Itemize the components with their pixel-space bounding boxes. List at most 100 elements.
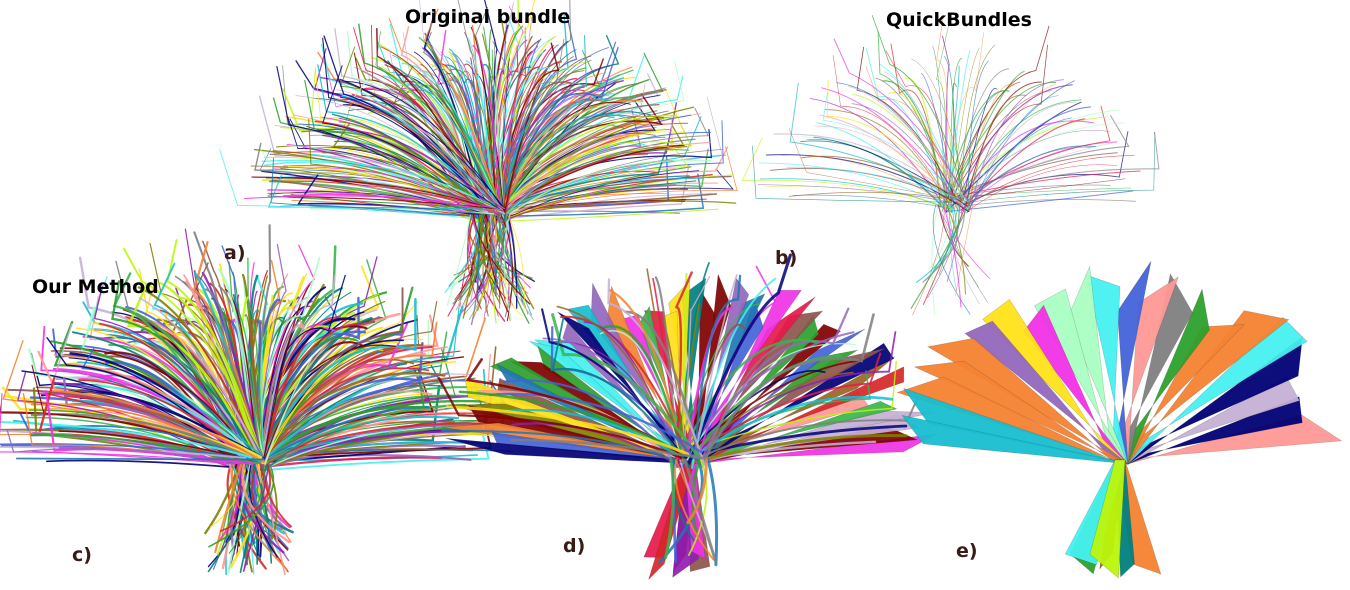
streamline — [232, 464, 255, 575]
streamline — [261, 159, 504, 213]
streamline — [963, 117, 1073, 211]
streamline — [960, 155, 1135, 211]
streamline — [674, 459, 715, 561]
streamline — [551, 316, 692, 469]
streamline — [0, 402, 246, 464]
streamline — [960, 84, 1015, 210]
panel-our-method-ribbons — [438, 253, 938, 580]
streamline — [261, 283, 311, 471]
streamline — [341, 95, 497, 208]
streamline — [956, 141, 1117, 199]
streamline — [389, 50, 490, 217]
panel-label-c: c) — [72, 544, 92, 566]
streamline — [965, 101, 1077, 208]
streamline — [317, 64, 487, 210]
streamline — [495, 109, 642, 221]
streamline — [965, 81, 1042, 205]
streamline — [832, 55, 947, 198]
panel-our-method-streamlines — [0, 224, 517, 576]
streamline — [937, 204, 988, 303]
streamline — [788, 128, 963, 202]
streamline — [279, 204, 498, 217]
streamline — [848, 85, 968, 203]
streamline — [468, 214, 483, 297]
streamline — [481, 33, 506, 219]
panel-label-b: b) — [775, 247, 798, 269]
streamline — [884, 71, 961, 210]
streamline — [936, 20, 950, 209]
title-our-method: Our Method — [32, 276, 159, 298]
streamline — [499, 78, 650, 213]
streamline — [911, 58, 970, 210]
streamline — [752, 145, 953, 203]
streamline — [967, 60, 989, 203]
streamline — [786, 166, 960, 199]
panel-original-bundle — [219, 0, 738, 326]
streamline — [501, 174, 735, 221]
streamline — [507, 214, 525, 311]
streamline — [428, 63, 499, 208]
streamline — [499, 35, 587, 214]
title-quickbundles: QuickBundles — [886, 9, 1032, 31]
streamline — [955, 204, 973, 296]
streamline — [967, 94, 1027, 211]
streamline — [267, 195, 484, 209]
streamline — [949, 204, 957, 292]
streamline — [931, 204, 939, 315]
streamline — [507, 214, 518, 309]
streamline — [445, 77, 499, 208]
streamline — [851, 103, 963, 202]
streamline — [871, 15, 966, 198]
title-original-bundle: Original bundle — [405, 6, 571, 28]
streamline — [951, 105, 1111, 207]
streamline — [689, 395, 920, 463]
streamline — [260, 464, 292, 528]
streamline — [93, 285, 253, 461]
streamline — [71, 331, 250, 463]
streamline — [219, 149, 499, 222]
streamline — [31, 450, 264, 467]
streamline — [493, 144, 685, 216]
streamline — [686, 253, 792, 469]
streamline — [951, 47, 980, 202]
streamline — [255, 464, 286, 576]
streamline — [253, 148, 497, 217]
streamline — [489, 214, 501, 278]
streamline — [228, 464, 266, 554]
streamline — [969, 164, 1118, 210]
streamline — [915, 204, 957, 283]
streamline — [500, 214, 514, 322]
streamline — [423, 8, 505, 216]
streamline — [473, 73, 505, 219]
streamline — [466, 214, 482, 310]
streamline — [15, 457, 265, 461]
streamline — [111, 280, 247, 461]
streamline — [967, 131, 1160, 204]
streamline — [338, 121, 492, 221]
streamline — [789, 82, 958, 200]
streamline — [788, 191, 943, 199]
streamline — [231, 464, 288, 571]
streamline — [792, 194, 950, 209]
bundle-surface — [1089, 459, 1126, 579]
streamline — [269, 153, 497, 209]
streamline — [556, 305, 677, 455]
streamline — [296, 174, 494, 218]
streamline — [258, 425, 482, 471]
streamline — [833, 38, 968, 200]
streamline — [821, 87, 962, 207]
streamline — [210, 464, 246, 528]
streamline — [942, 204, 962, 308]
streamline — [503, 59, 592, 221]
streamline — [454, 214, 483, 280]
streamline — [479, 61, 588, 212]
streamline — [691, 277, 777, 469]
streamline — [674, 271, 693, 458]
streamline — [693, 274, 738, 456]
streamline — [822, 92, 968, 202]
streamline — [944, 32, 984, 206]
streamline — [757, 184, 952, 203]
streamline — [607, 278, 706, 466]
streamline — [58, 430, 244, 459]
